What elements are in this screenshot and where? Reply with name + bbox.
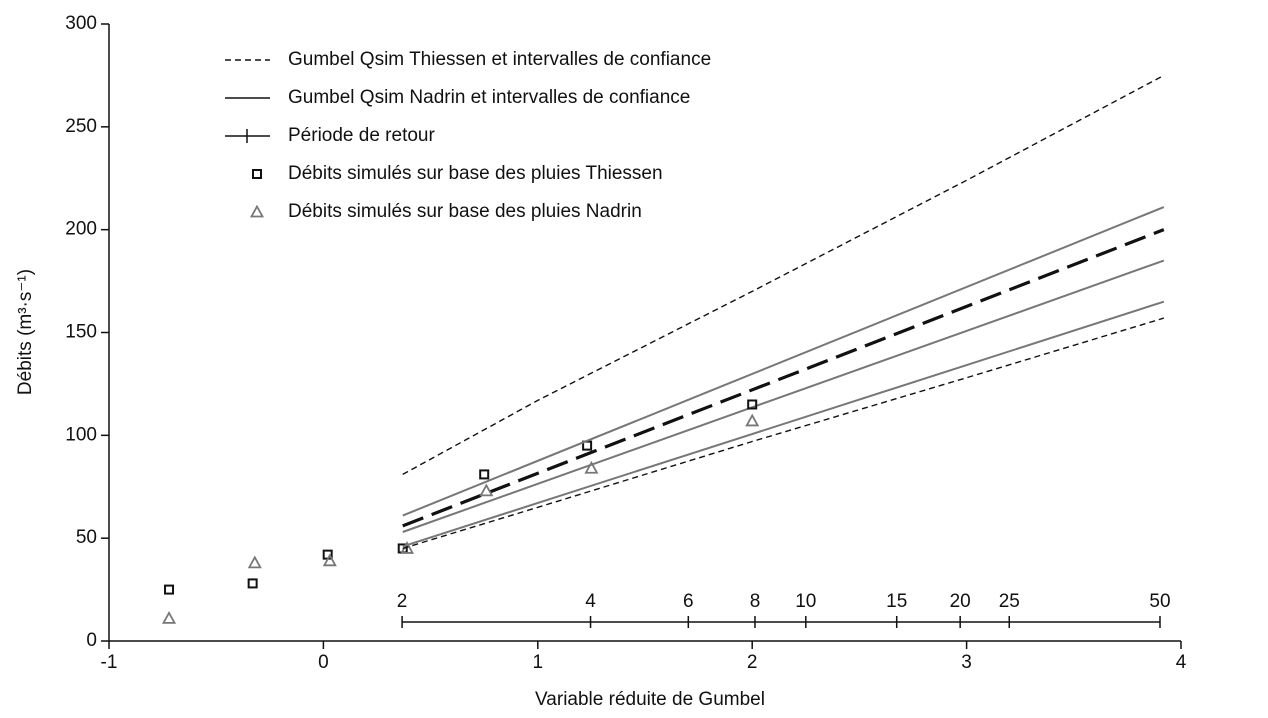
marker-square — [479, 469, 490, 480]
return-period-label: 50 — [1149, 591, 1170, 612]
return-period-label: 15 — [886, 591, 907, 612]
marker-triangle — [249, 204, 265, 218]
marker-triangle — [479, 483, 494, 497]
return-period-label: 4 — [585, 591, 596, 612]
marker-triangle — [322, 553, 337, 567]
marker-square — [164, 584, 175, 595]
return-period-label: 20 — [950, 591, 971, 612]
return-period-label: 25 — [999, 591, 1020, 612]
x-tick-label: -1 — [101, 652, 118, 673]
y-tick-label: 300 — [65, 13, 97, 34]
legend-label: Gumbel Qsim Nadrin et intervalles de con… — [288, 87, 690, 108]
fit-line — [402, 300, 1165, 548]
y-tick-label: 150 — [65, 322, 97, 343]
marker-triangle — [162, 611, 177, 624]
marker-square — [747, 399, 758, 410]
marker-square — [252, 169, 262, 179]
y-tick-label: 50 — [76, 527, 97, 548]
x-tick-label: 4 — [1176, 652, 1187, 673]
y-tick-label: 0 — [86, 630, 97, 651]
legend-label: Gumbel Qsim Thiessen et intervalles de c… — [288, 49, 711, 70]
fit-line — [402, 317, 1165, 550]
legend-label: Période de retour — [288, 125, 435, 146]
return-period-label: 2 — [397, 591, 408, 612]
legend-label: Débits simulés sur base des pluies Nadri… — [288, 201, 642, 222]
legend-label: Débits simulés sur base des pluies Thies… — [288, 163, 663, 184]
x-tick-label: 1 — [533, 652, 544, 673]
y-tick-label: 250 — [65, 116, 97, 137]
return-period-label: 6 — [683, 591, 694, 612]
marker-triangle — [745, 413, 760, 427]
x-tick-label: 3 — [961, 652, 972, 673]
fit-line — [402, 74, 1165, 476]
return-period-label: 10 — [795, 591, 816, 612]
fit-line — [402, 206, 1165, 517]
x-axis-title: Variable réduite de Gumbel — [535, 689, 765, 710]
y-tick-label: 100 — [65, 424, 97, 445]
y-axis-title: Débits (m³·s⁻¹) — [15, 269, 36, 395]
return-period-label: 8 — [750, 591, 761, 612]
x-tick-label: 2 — [747, 652, 758, 673]
fit-line — [402, 228, 1165, 528]
x-tick-label: 0 — [318, 652, 329, 673]
marker-square — [247, 578, 258, 589]
marker-triangle — [247, 555, 262, 569]
marker-triangle — [584, 460, 599, 474]
fit-line — [402, 259, 1165, 533]
y-tick-label: 200 — [65, 219, 97, 240]
